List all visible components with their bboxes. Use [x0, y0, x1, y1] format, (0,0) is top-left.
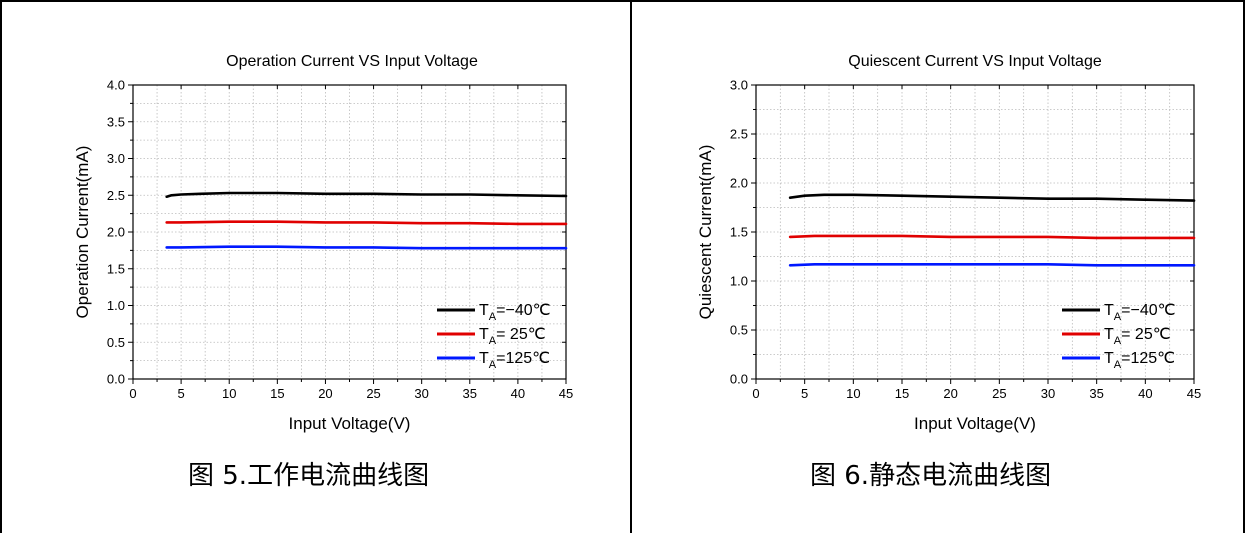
legend-label-2: TA=125℃: [479, 350, 550, 371]
x-tick-label: 35: [1089, 386, 1103, 401]
x-tick-label: 25: [992, 386, 1006, 401]
legend-label-rest: =125℃: [1121, 350, 1175, 367]
legend-label-subscript: A: [489, 311, 497, 323]
x-tick-label: 0: [129, 386, 136, 401]
x-tick-label: 10: [846, 386, 860, 401]
x-axis-label: Input Voltage(V): [289, 414, 411, 433]
x-axis-label: Input Voltage(V): [914, 414, 1036, 433]
x-tick-label: 0: [752, 386, 759, 401]
legend-label-rest: = 25℃: [1121, 326, 1171, 343]
top-border: [0, 0, 1245, 2]
y-tick-label: 1.5: [107, 261, 125, 276]
legend-label-rest: =−40℃: [1121, 302, 1175, 319]
legend-label-main: T: [1104, 302, 1114, 319]
legend-label-1: TA= 25℃: [1104, 326, 1171, 347]
legend-label-main: T: [1104, 350, 1114, 367]
y-tick-label: 1.5: [730, 225, 748, 240]
y-tick-label: 2.5: [107, 188, 125, 203]
x-tick-label: 35: [463, 386, 477, 401]
y-tick-label: 0.5: [730, 323, 748, 338]
y-tick-label: 1.0: [107, 298, 125, 313]
right-border: [1243, 0, 1245, 533]
legend-label-subscript: A: [1114, 359, 1122, 371]
legend-label-main: T: [479, 302, 489, 319]
left-border: [0, 0, 2, 533]
x-tick-label: 20: [943, 386, 957, 401]
legend-label-0: TA=−40℃: [1104, 302, 1176, 323]
figure-panel-6: 0 5 10 15 20 25 30 35 40 45 0.0 0.5 1.0 1.5 2.0 2.5 3.0 Q…: [632, 0, 1243, 533]
legend-label-rest: =125℃: [496, 350, 550, 367]
x-tick-label: 45: [559, 386, 573, 401]
y-tick-label: 3.0: [107, 151, 125, 166]
x-tick-label: 15: [270, 386, 284, 401]
y-tick-label: 2.0: [730, 176, 748, 191]
x-tick-label: 30: [1041, 386, 1055, 401]
y-axis-label: Quiescent Current(mA): [696, 145, 715, 320]
series-line-0: [788, 193, 1196, 202]
legend-label-1: TA= 25℃: [479, 326, 546, 347]
x-tick-label: 30: [414, 386, 428, 401]
legend-label-0: TA=−40℃: [479, 302, 551, 323]
x-tick-label: 40: [511, 386, 525, 401]
series-line-0: [165, 191, 568, 198]
legend-label-2: TA=125℃: [1104, 350, 1175, 371]
figure-panel-5: 0 5 10 15 20 25 30 35 40 45 0.0 0.5 1.0 1.5 2.0 2.5 3.0 3…: [73, 53, 573, 491]
series-line-1: [165, 220, 568, 226]
series-line-2: [165, 245, 568, 250]
y-tick-label: 4.0: [107, 78, 125, 93]
x-tick-label: 5: [801, 386, 808, 401]
figure-caption-5: 图 5.工作电流曲线图: [188, 461, 430, 491]
y-tick-label: 2.0: [107, 225, 125, 240]
legend-label-subscript: A: [1114, 311, 1122, 323]
legend-label-main: T: [479, 350, 489, 367]
x-tick-label: 45: [1187, 386, 1201, 401]
operation-current-chart: 0 5 10 15 20 25 30 35 40 45 0.0 0.5 1.0 1.5 2.0 2.5 3.0 3…: [73, 53, 573, 433]
y-tick-label: 3.0: [730, 78, 748, 93]
x-tick-label: 40: [1138, 386, 1152, 401]
y-axis-label: Operation Current(mA): [73, 146, 92, 319]
legend-label-main: T: [479, 326, 489, 343]
legend-label-rest: = 25℃: [496, 326, 546, 343]
y-tick-label: 3.5: [107, 114, 125, 129]
x-tick-label: 20: [318, 386, 332, 401]
x-tick-label: 10: [222, 386, 236, 401]
x-tick-label: 25: [366, 386, 380, 401]
series-line-1: [788, 234, 1196, 240]
y-tick-label: 0.0: [730, 372, 748, 387]
y-tick-label: 0.5: [107, 335, 125, 350]
legend-label-subscript: A: [489, 335, 497, 347]
legend-label-subscript: A: [489, 359, 497, 371]
y-tick-label: 2.5: [730, 127, 748, 142]
y-tick-label: 1.0: [730, 274, 748, 289]
series-line-2: [788, 262, 1196, 267]
quiescent-current-chart: 0 5 10 15 20 25 30 35 40 45 0.0 0.5 1.0 1.5 2.0 2.5 3.0 Q…: [696, 53, 1201, 433]
chart-title: Operation Current VS Input Voltage: [226, 53, 478, 70]
legend-label-rest: =−40℃: [496, 302, 550, 319]
legend-label-subscript: A: [1114, 335, 1122, 347]
x-tick-label: 15: [895, 386, 909, 401]
figure-caption-6: 图 6.静态电流曲线图: [810, 461, 1052, 491]
chart-title: Quiescent Current VS Input Voltage: [848, 53, 1102, 70]
legend-label-main: T: [1104, 326, 1114, 343]
x-tick-label: 5: [177, 386, 184, 401]
y-tick-label: 0.0: [107, 372, 125, 387]
center-divider: [630, 0, 632, 533]
